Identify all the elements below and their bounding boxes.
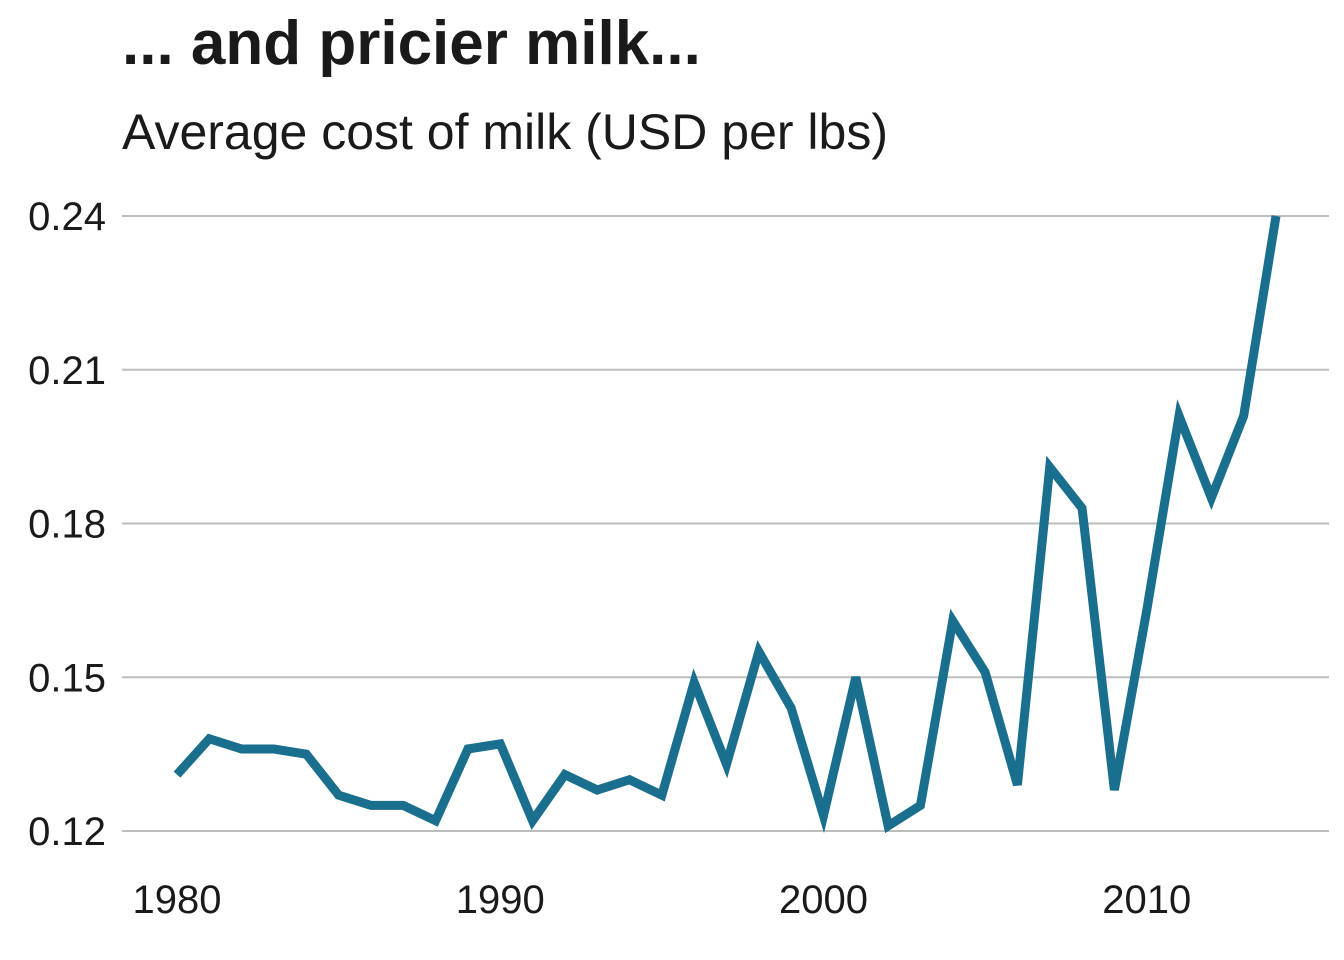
data-point-2004 [952,620,953,621]
data-point-2005 [985,672,986,673]
data-point-2012 [1211,497,1212,498]
y-tick-label: 0.21 [28,349,106,393]
x-tick-label: 1990 [456,878,545,922]
x-tick-label: 1980 [133,878,222,922]
y-tick-label: 0.15 [28,656,106,700]
data-point-1994 [629,779,630,780]
data-point-2000 [823,815,824,816]
data-point-2007 [1049,467,1050,468]
data-point-1981 [209,738,210,739]
data-point-1991 [532,820,533,821]
data-point-1999 [791,708,792,709]
x-axis-tick-labels: 1980 1990 2000 2010 [133,878,1192,922]
data-point-2006 [1017,784,1018,785]
series-line-0 [173,215,1281,834]
data-point-1989 [467,749,468,750]
data-point-2008 [1082,508,1083,509]
chart-subtitle: Average cost of milk (USD per lbs) [122,104,888,160]
data-point-1997 [726,764,727,765]
data-point-2001 [855,677,856,678]
data-point-2014 [1276,216,1277,217]
data-point-2009 [1114,790,1115,791]
data-point-2011 [1179,415,1180,416]
data-point-1990 [500,743,501,744]
data-point-1992 [564,774,565,775]
gridlines [122,215,1329,832]
data-point-1995 [661,795,662,796]
y-axis-tick-labels: 0.12 0.15 0.18 0.21 0.24 [28,195,106,854]
y-tick-label: 0.24 [28,195,106,239]
data-point-1982 [241,749,242,750]
y-tick-label: 0.18 [28,503,106,547]
x-tick-label: 2010 [1102,878,1191,922]
data-point-2010 [1146,610,1147,611]
x-tick-label: 2000 [779,878,868,922]
data-point-1984 [306,754,307,755]
data-point-2003 [920,805,921,806]
y-tick-label: 0.12 [28,810,106,854]
data-point-1985 [338,795,339,796]
chart-title: ... and pricier milk... [122,9,701,78]
data-point-1996 [694,682,695,683]
data-point-1988 [435,820,436,821]
data-point-1993 [597,790,598,791]
data-point-2002 [888,825,889,826]
data-point-2013 [1243,415,1244,416]
data-point-1986 [370,805,371,806]
data-point-1983 [273,749,274,750]
data-point-1998 [758,651,759,652]
data-point-1980 [177,774,178,775]
data-point-1987 [403,805,404,806]
series-layer [173,215,1281,834]
